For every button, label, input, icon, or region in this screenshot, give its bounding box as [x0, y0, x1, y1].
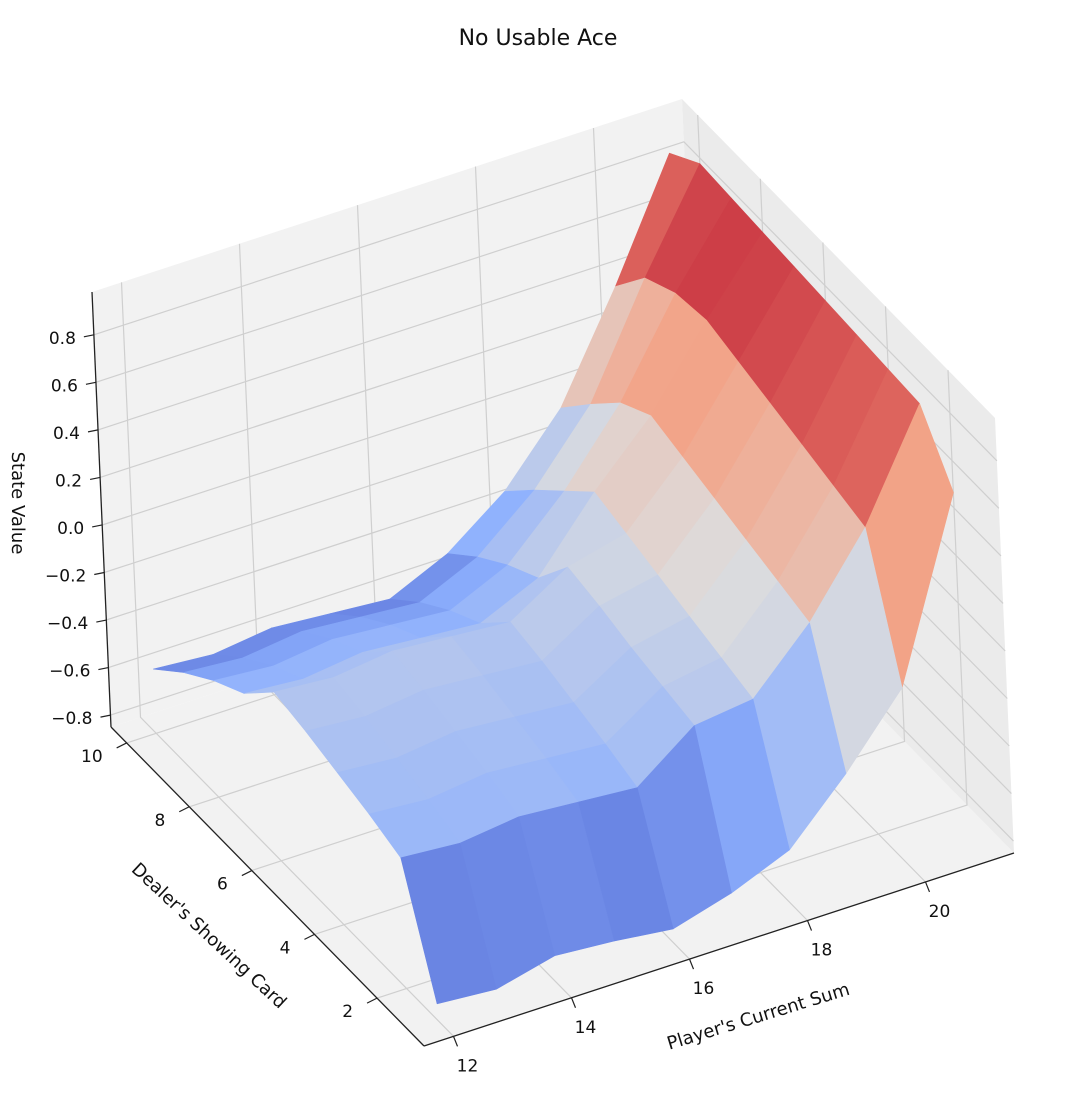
chart-title: No Usable Ace — [458, 26, 618, 51]
z-tick-label: −0.8 — [51, 709, 92, 729]
z-tick-mark — [85, 381, 97, 385]
z-tick-mark — [87, 429, 99, 433]
y-tick-mark — [116, 742, 127, 749]
y-tick-mark — [304, 933, 315, 940]
x-tick-label: 12 — [457, 1056, 479, 1076]
axis-lines — [91, 291, 1015, 1047]
z-tick-mark — [83, 334, 94, 338]
z-tick-mark — [100, 714, 111, 718]
z-tick-mark — [92, 524, 103, 528]
x-axis-line — [423, 852, 1015, 1047]
z-axis-label: State Value — [7, 452, 28, 555]
x-tick-label: 18 — [811, 941, 833, 961]
tick-labels: 12 14 16 18 20 2 4 6 8 10 −0.8 −0.6 −0.4 −0.2 0.0 0.2 0.… — [45, 329, 950, 1077]
x-tick-mark — [452, 1036, 459, 1047]
y-tick-mark — [178, 806, 190, 813]
x-tick-mark — [806, 920, 813, 931]
z-tick-label: 0.4 — [53, 424, 80, 444]
surface-patch — [400, 842, 497, 1005]
grid-line-x — [120, 282, 454, 1037]
y-tick-label: 8 — [154, 811, 165, 831]
z-tick-label: −0.2 — [45, 567, 86, 587]
x-tick-mark — [924, 881, 931, 893]
z-tick-mark — [89, 476, 101, 480]
z-tick-mark — [96, 619, 107, 623]
y-tick-label: 6 — [217, 875, 228, 895]
x-tick-label: 16 — [693, 979, 715, 999]
z-axis-line — [91, 291, 112, 728]
z-tick-label: 0.2 — [55, 471, 82, 491]
x-tick-label: 20 — [929, 902, 951, 922]
y-tick-label: 2 — [342, 1002, 353, 1022]
z-tick-label: 0.0 — [57, 519, 84, 539]
y-tick-label: 4 — [280, 938, 291, 958]
z-tick-mark — [94, 571, 105, 576]
z-tick-label: −0.6 — [49, 662, 90, 682]
x-tick-mark — [688, 958, 695, 970]
grid-line-z — [93, 141, 998, 462]
y-tick-mark — [241, 870, 253, 877]
surface — [153, 152, 954, 1005]
x-tick-mark — [570, 997, 577, 1008]
z-tick-label: −0.4 — [47, 614, 88, 634]
y-tick-mark — [366, 997, 378, 1004]
y-tick-label: 10 — [81, 747, 103, 767]
z-tick-label: 0.8 — [49, 329, 76, 349]
z-tick-mark — [98, 666, 109, 671]
x-tick-label: 14 — [575, 1018, 597, 1038]
z-tick-label: 0.6 — [51, 376, 78, 396]
y-axis-line — [110, 726, 425, 1047]
